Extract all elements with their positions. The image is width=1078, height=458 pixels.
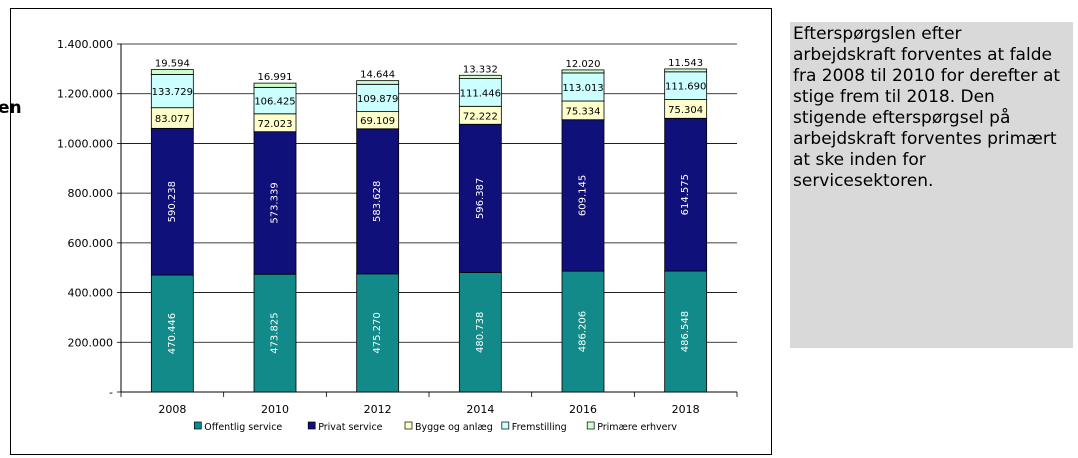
bar-segment [561, 72, 605, 102]
bar-segment [664, 68, 708, 73]
data-label: 12.020 [566, 59, 601, 70]
legend-swatch [586, 421, 595, 430]
x-tick-label: 2018 [672, 403, 700, 416]
bar-segment [458, 123, 502, 273]
bar-segment [664, 270, 708, 393]
legend-label: Primære erhverv [597, 422, 677, 433]
x-tick-label: 2016 [569, 403, 597, 416]
clipped-edge-text: en [0, 98, 22, 118]
bar-segment [458, 74, 502, 80]
bar-segment [253, 86, 297, 115]
y-tick-label: 800.000 [68, 187, 114, 200]
data-label: 19.594 [155, 59, 190, 70]
y-tick-label: 600.000 [68, 237, 114, 250]
chart-frame: - 200.000 400.000 600.000 800.000 1.000.000 1.… [10, 8, 772, 455]
data-label: 470.446 [167, 313, 178, 354]
data-label: 475.270 [372, 312, 383, 353]
bar-segment [664, 117, 708, 272]
bar-segment [356, 83, 400, 113]
data-label: 75.334 [566, 106, 601, 117]
data-label: 590.238 [167, 181, 178, 222]
bar-segment [458, 272, 502, 393]
data-label: 83.077 [155, 114, 190, 125]
bar-segment [356, 80, 400, 85]
data-label: 133.729 [152, 87, 193, 98]
data-label: 111.690 [665, 82, 706, 93]
legend-label: Offentlig service [204, 422, 282, 433]
bar-segment [150, 127, 194, 276]
x-tick-label: 2012 [364, 403, 392, 416]
data-label: 109.879 [357, 94, 398, 105]
bar-segment [561, 69, 605, 74]
bar-segment [253, 131, 297, 275]
bar-segment [561, 119, 605, 272]
data-label: 486.548 [680, 311, 691, 352]
data-label: 111.446 [460, 88, 501, 99]
side-note-box: Efterspørgslen efter arbejdskraft forven… [790, 22, 1073, 348]
data-label: 113.013 [562, 83, 603, 94]
data-label: 16.991 [258, 72, 293, 83]
y-tick-label: 1.000.000 [57, 137, 113, 150]
data-label: 573.339 [270, 182, 281, 223]
data-label: 609.145 [578, 175, 589, 216]
y-tick-label: 1.200.000 [57, 88, 113, 101]
y-tick-label: - [109, 386, 113, 399]
data-label: 480.738 [475, 312, 486, 353]
data-label: 473.825 [270, 312, 281, 353]
stacked-bar-chart: - 200.000 400.000 600.000 800.000 1.000.000 1.… [57, 38, 738, 433]
y-tick-label: 200.000 [68, 336, 114, 349]
side-note-text: Efterspørgslen efter arbejdskraft forven… [793, 24, 1061, 191]
bar-segment [150, 274, 194, 393]
legend-label: Privat service [318, 422, 382, 433]
bar-segment [150, 69, 194, 75]
legend-label: Fremstilling [512, 422, 567, 433]
data-label: 72.222 [463, 111, 498, 122]
x-tick-label: 2010 [261, 403, 289, 416]
legend-swatch [404, 421, 413, 430]
data-label: 486.206 [578, 311, 589, 352]
bar-segment [150, 74, 194, 109]
x-tick-label: 2008 [158, 403, 186, 416]
bar-segment [356, 273, 400, 393]
x-tick-label: 2014 [466, 403, 494, 416]
data-label: 69.109 [360, 116, 395, 127]
data-label: 106.425 [254, 97, 295, 108]
y-tick-label: 400.000 [68, 287, 114, 300]
legend-swatch [501, 421, 510, 430]
bar-segment [253, 82, 297, 88]
data-label: 14.644 [360, 70, 395, 81]
data-label: 614.575 [680, 174, 691, 215]
legend-swatch [307, 421, 316, 430]
bar-segment [253, 273, 297, 393]
data-label: 13.332 [463, 64, 498, 75]
data-label: 583.628 [372, 181, 383, 222]
data-label: 72.023 [258, 119, 293, 130]
y-tick-label: 1.400.000 [57, 38, 113, 51]
legend-swatch [193, 421, 202, 430]
data-label: 11.543 [668, 58, 703, 69]
legend-label: Bygge og anlæg [415, 422, 493, 433]
data-label: 75.304 [668, 105, 703, 116]
data-label: 596.387 [475, 178, 486, 219]
